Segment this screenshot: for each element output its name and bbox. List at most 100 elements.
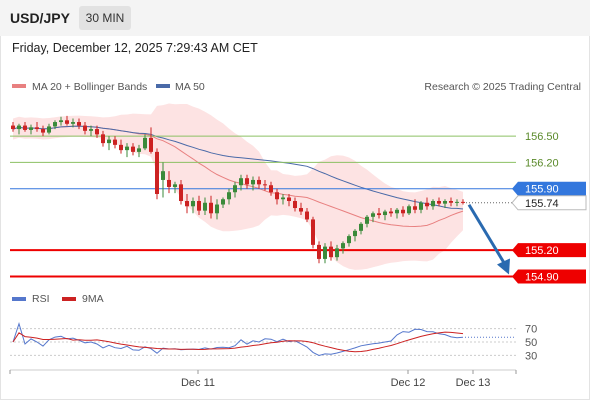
candle-body	[17, 125, 21, 130]
pivot-label: 155.90	[525, 184, 559, 196]
timeframe-button[interactable]: 30 MIN	[79, 6, 131, 30]
candle-body	[269, 185, 273, 193]
candle-body	[371, 213, 375, 217]
candle-body	[77, 122, 81, 126]
candle-body	[431, 201, 435, 207]
candle-body	[287, 197, 291, 202]
candle-body	[425, 202, 429, 207]
candle-body	[395, 209, 399, 214]
candle-body	[173, 184, 177, 187]
candle-body	[461, 201, 465, 203]
candle-body	[389, 211, 393, 214]
ma20-legend-swatch	[12, 84, 26, 88]
x-tick-label: Dec 11	[181, 377, 215, 389]
candle-body	[251, 179, 255, 185]
price-levels: 156.50 156.20 155.90 155.20 154.90	[10, 131, 586, 284]
candlesticks: 155.74	[11, 115, 587, 264]
chart-datetime: Friday, December 12, 2025 7:29:43 AM CET	[12, 41, 258, 55]
x-tick-label: Dec 13	[456, 377, 491, 389]
candle-body	[329, 246, 333, 258]
candle-body	[197, 201, 201, 211]
candle-body	[35, 127, 39, 130]
candle-body	[89, 129, 93, 131]
bollinger-bands	[13, 103, 463, 270]
candle-body	[47, 126, 51, 133]
candle-body	[245, 178, 249, 185]
candle-body	[359, 223, 363, 231]
candle-body	[281, 197, 285, 200]
forecast-arrow-shaft	[467, 203, 507, 266]
rsi-tick-label: 30	[525, 350, 537, 362]
ma20-legend-label: MA 20 + Bollinger Bands	[32, 81, 147, 93]
resistance-label: 156.20	[525, 157, 559, 169]
candle-body	[125, 146, 129, 151]
candle-body	[131, 146, 135, 152]
candle-body	[437, 201, 441, 204]
last-price-tag	[511, 195, 587, 211]
candle-body	[293, 201, 297, 209]
candle-body	[275, 192, 279, 200]
candle-body	[221, 199, 225, 205]
candle-body	[155, 151, 159, 194]
candle-body	[443, 201, 447, 204]
candle-body	[377, 213, 381, 216]
candle-body	[209, 202, 213, 214]
candle-body	[305, 211, 309, 220]
candle-body	[137, 148, 141, 152]
candle-body	[455, 201, 459, 203]
resistance-label: 156.50	[525, 131, 559, 143]
candle-body	[419, 202, 423, 210]
candle-body	[215, 204, 219, 214]
rsi-legend-swatch	[12, 297, 26, 301]
candle-body	[161, 171, 165, 180]
candle-body	[383, 211, 387, 216]
pivot-tag	[512, 181, 586, 196]
candle-body	[299, 208, 303, 212]
support-label: 154.90	[525, 271, 559, 283]
support-tag	[512, 269, 586, 284]
candle-body	[263, 184, 267, 186]
symbol-label[interactable]: USD/JPY	[10, 10, 70, 26]
ma50-legend-label: MA 50	[175, 81, 205, 93]
candle-body	[185, 201, 189, 207]
candle-body	[203, 202, 207, 211]
candle-body	[71, 122, 75, 124]
candle-body	[167, 179, 171, 187]
last-price-label: 155.74	[525, 198, 559, 210]
rsi-ma-line	[12, 331, 464, 353]
candle-body	[95, 129, 99, 135]
candle-body	[227, 192, 231, 200]
candle-body	[179, 184, 183, 202]
candle-body	[365, 216, 369, 224]
rsi-line	[12, 322, 464, 357]
x-tick-label: Dec 12	[391, 377, 426, 389]
candle-body	[29, 127, 33, 130]
candle-body	[101, 134, 105, 144]
candle-body	[233, 185, 237, 193]
rsi-legend-label: RSI	[32, 293, 50, 305]
support-tag	[512, 243, 586, 258]
candle-body	[191, 201, 195, 207]
candle-body	[257, 179, 261, 185]
candle-body	[311, 219, 315, 245]
candle-body	[143, 137, 147, 149]
candle-body	[239, 178, 243, 186]
candle-body	[113, 139, 117, 145]
candle-body	[23, 125, 27, 130]
ma50-line	[12, 125, 464, 210]
candle-body	[83, 125, 87, 131]
candle-body	[11, 125, 15, 130]
candle-body	[323, 246, 327, 259]
ma50-legend-swatch	[156, 84, 170, 88]
candle-body	[317, 244, 321, 259]
candle-body	[401, 209, 405, 214]
candle-body	[59, 120, 63, 123]
forecast-arrow	[467, 203, 510, 275]
candle-body	[65, 120, 69, 124]
bollinger-band-fill	[13, 103, 463, 270]
candle-body	[347, 236, 351, 244]
x-axis: Dec 11 Dec 12 Dec 13	[9, 370, 517, 389]
support-label: 155.20	[525, 245, 559, 257]
forecast-arrow-head	[497, 258, 510, 275]
